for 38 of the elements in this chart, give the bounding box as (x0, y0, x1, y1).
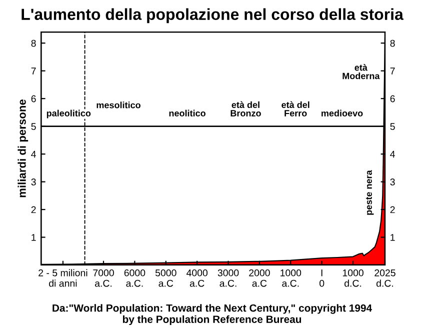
y2-tick-label: 3 (390, 178, 395, 186)
y-tick-label: 1 (32, 234, 36, 241)
x-tick-label: 4000 a.C (186, 269, 208, 287)
y-tick-label: 8 (31, 40, 36, 47)
x-tick-label: 5000 a.C (155, 269, 176, 287)
chart-title: L'aumento della popolazione nel corso della storia (22, 8, 404, 24)
y-tick-label: 3 (31, 178, 36, 186)
x-tick-label: 6000 a.C. (124, 269, 146, 287)
y2-tick-label: 1 (390, 234, 395, 241)
x-tick-label: 1000 d.C. (342, 269, 364, 287)
y-tick-label: 5 (31, 123, 36, 130)
text: Da:"World Population: Toward the Next Century," copyright 1994 by the Population Reference Bureau (52, 304, 372, 326)
y2-tick-label: 8 (390, 40, 395, 47)
y-tick-label: 6 (31, 95, 36, 102)
y2-tick-label: 5 (390, 123, 395, 130)
y-tick-label: 2 (31, 206, 36, 214)
annotation: paleolitico (46, 110, 91, 118)
x-tick-label: 2 - 5 milioni di anni (38, 269, 88, 287)
x-tick-label: 3000 a.C. (218, 269, 239, 287)
y2-tick-label: 6 (390, 95, 395, 102)
x-tick-label: 2025 d.C. (374, 269, 396, 287)
x-tick-label: 2000 a.C (249, 269, 270, 287)
annotation: medioevo (322, 110, 363, 116)
annotation: età del Ferro (282, 101, 310, 116)
x-tick-label: 7000 a.C. (93, 269, 114, 287)
annotation: peste nera (366, 170, 374, 215)
y2-tick-label: 2 (390, 206, 395, 214)
annotation: neolitico (169, 110, 206, 116)
x-tick-label: 1000 a.C. (280, 269, 302, 287)
y2-tick-label: 4 (390, 150, 395, 158)
y-axis-title: miliardi di persone (18, 99, 28, 198)
x-tick-label: I 0 (320, 270, 324, 287)
y-tick-label: 4 (31, 150, 36, 158)
annotation: età Moderna (342, 64, 380, 80)
annotation: età del Bronzo (230, 101, 261, 116)
y2-tick-label: 7 (390, 68, 395, 74)
y-tick-label: 7 (31, 68, 36, 74)
annotation: mesolitico (96, 102, 140, 108)
